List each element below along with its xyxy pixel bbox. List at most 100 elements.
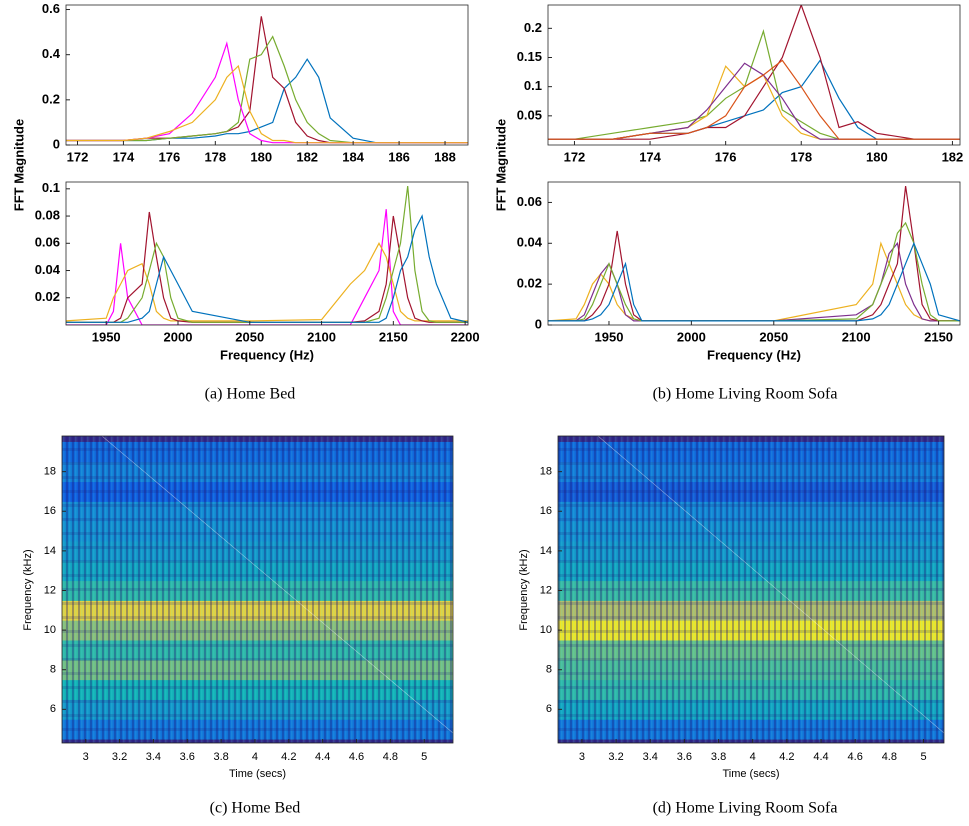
plot-area bbox=[66, 186, 468, 325]
y-tick-label: 14 bbox=[540, 545, 552, 557]
series-line bbox=[66, 41, 468, 144]
x-tick-label: 3.6 bbox=[180, 751, 195, 763]
x-axis-label: Frequency (Hz) bbox=[220, 347, 314, 362]
x-tick-label: 176 bbox=[159, 149, 181, 164]
x-tick-label: 180 bbox=[250, 149, 272, 164]
series-line bbox=[548, 59, 960, 140]
panel: 3 3.2 3.4 3.6 3.8 4 4.2 4.4 4.6 4.8 5 6 8 10 12 14 16 18 T… bbox=[518, 435, 945, 780]
y-tick-label: 0.2 bbox=[524, 20, 542, 35]
series-line bbox=[66, 58, 468, 144]
x-tick-label: 2000 bbox=[677, 329, 706, 344]
x-tick-label: 3.4 bbox=[643, 751, 658, 763]
series-line bbox=[66, 16, 468, 144]
y-tick-label: 0.4 bbox=[42, 46, 61, 61]
texture bbox=[558, 436, 944, 743]
x-tick-label: 182 bbox=[296, 149, 318, 164]
y-tick-label: 12 bbox=[540, 584, 552, 596]
y-tick-label: 16 bbox=[540, 505, 552, 517]
y-tick-label: 0 bbox=[53, 136, 60, 151]
series-line bbox=[66, 242, 468, 322]
x-tick-label: 3.4 bbox=[146, 751, 161, 763]
series-line bbox=[66, 214, 468, 323]
x-tick-label: 3.6 bbox=[677, 751, 692, 763]
x-tick-label: 4 bbox=[750, 751, 756, 763]
y-axis-label: Frequency (kHz) bbox=[518, 549, 530, 630]
x-tick-label: 3.8 bbox=[213, 751, 228, 763]
y-tick-label: 0.04 bbox=[517, 235, 543, 250]
x-tick-label: 176 bbox=[715, 149, 737, 164]
caption: (d) Home Living Room Sofa bbox=[653, 800, 838, 817]
caption: (b) Home Living Room Sofa bbox=[653, 386, 838, 403]
y-axis-label: FFT Magnitude bbox=[493, 119, 508, 211]
plot-area bbox=[66, 16, 468, 144]
x-tick-label: 174 bbox=[113, 149, 135, 164]
y-tick-label: 8 bbox=[546, 664, 552, 676]
x-tick-label: 172 bbox=[564, 149, 586, 164]
y-tick-label: 10 bbox=[540, 624, 552, 636]
artifact-line bbox=[597, 436, 944, 734]
series-line bbox=[66, 35, 468, 144]
axes-frame bbox=[547, 181, 961, 326]
x-tick-label: 182 bbox=[942, 149, 964, 164]
axes-frame bbox=[557, 435, 945, 744]
y-tick-label: 0.05 bbox=[517, 107, 542, 122]
x-tick-label: 2100 bbox=[842, 329, 871, 344]
x-tick-label: 4.4 bbox=[315, 751, 330, 763]
x-axis-label: Frequency (Hz) bbox=[707, 347, 801, 362]
x-tick-label: 180 bbox=[866, 149, 888, 164]
x-tick-label: 2150 bbox=[924, 329, 953, 344]
x-tick-label: 2150 bbox=[379, 329, 408, 344]
texture bbox=[62, 436, 453, 743]
axes-frame bbox=[65, 4, 469, 146]
series-line bbox=[548, 221, 960, 322]
series-line bbox=[548, 186, 960, 322]
series-line bbox=[548, 29, 960, 140]
y-tick-label: 0.02 bbox=[35, 289, 60, 304]
x-tick-label: 5 bbox=[421, 751, 427, 763]
x-tick-label: 3 bbox=[83, 751, 89, 763]
y-axis-label: Frequency (kHz) bbox=[22, 549, 34, 630]
x-tick-label: 3.2 bbox=[112, 751, 127, 763]
y-tick-label: 18 bbox=[540, 466, 552, 478]
y-tick-label: 0 bbox=[535, 316, 542, 331]
caption: (c) Home Bed bbox=[210, 800, 301, 817]
x-tick-label: 4.6 bbox=[848, 751, 863, 763]
x-tick-label: 178 bbox=[790, 149, 812, 164]
series-line bbox=[66, 64, 468, 144]
y-tick-label: 0.1 bbox=[42, 180, 60, 195]
x-tick-label: 4.8 bbox=[882, 751, 897, 763]
artifact-line bbox=[101, 436, 453, 734]
y-tick-label: 14 bbox=[44, 545, 56, 557]
y-tick-label: 16 bbox=[44, 505, 56, 517]
plot-area bbox=[558, 436, 944, 743]
y-tick-label: 0.15 bbox=[517, 49, 542, 64]
y-tick-label: 8 bbox=[50, 664, 56, 676]
x-tick-label: 4.6 bbox=[349, 751, 364, 763]
x-tick-label: 178 bbox=[204, 149, 226, 164]
series-line bbox=[66, 209, 468, 325]
y-tick-label: 0.02 bbox=[517, 276, 542, 291]
panel: 172 174 176 178 180 182 184 186 188 0 0.2 0.4 0.6 FFT… bbox=[11, 1, 469, 211]
x-tick-label: 1950 bbox=[595, 329, 624, 344]
y-axis-label: FFT Magnitude bbox=[11, 119, 26, 211]
plot-area bbox=[62, 436, 453, 743]
x-tick-label: 174 bbox=[639, 149, 661, 164]
x-tick-label: 2050 bbox=[235, 329, 264, 344]
plot-area bbox=[548, 5, 960, 140]
x-tick-label: 186 bbox=[388, 149, 410, 164]
y-tick-label: 18 bbox=[44, 466, 56, 478]
x-tick-label: 2000 bbox=[164, 329, 193, 344]
y-tick-label: 0.1 bbox=[524, 78, 542, 93]
x-tick-label: 188 bbox=[434, 149, 456, 164]
axes-frame bbox=[61, 435, 454, 744]
x-tick-label: 172 bbox=[67, 149, 89, 164]
x-tick-label: 4.8 bbox=[383, 751, 398, 763]
plot-area bbox=[548, 186, 960, 322]
x-tick-label: 3.8 bbox=[711, 751, 726, 763]
y-tick-label: 0.2 bbox=[42, 91, 60, 106]
x-tick-label: 2200 bbox=[451, 329, 480, 344]
x-tick-label: 4 bbox=[252, 751, 258, 763]
y-tick-label: 0.08 bbox=[35, 207, 60, 222]
x-axis-label: Time (secs) bbox=[722, 768, 779, 780]
